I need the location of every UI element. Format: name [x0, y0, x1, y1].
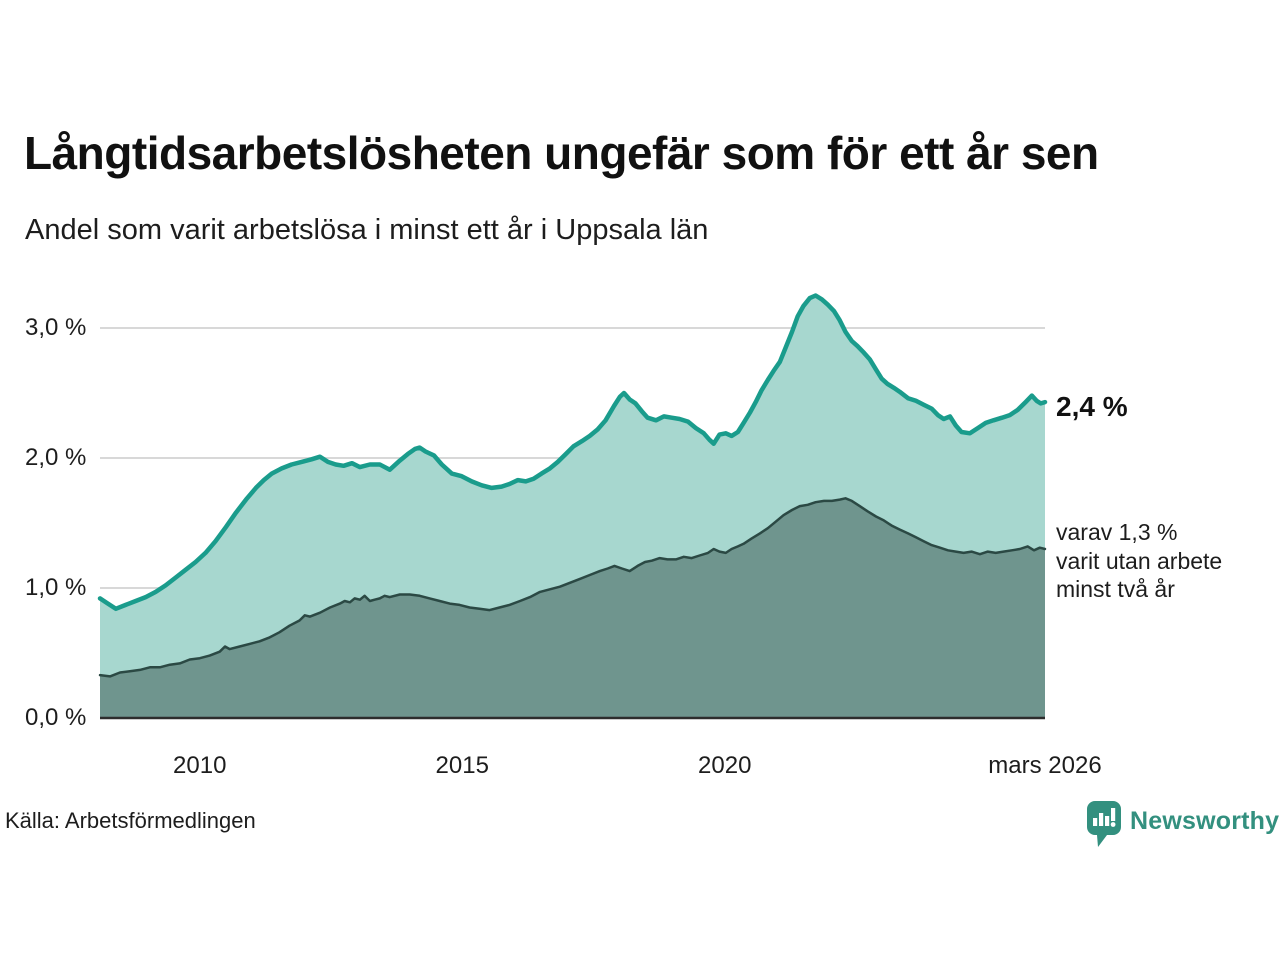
x-tick-label: 2010: [173, 752, 227, 779]
series-line-1: [98, 497, 1047, 678]
brand-lockup: Newsworthy: [1086, 800, 1279, 850]
latest-value-annotation: 2,4 %: [1056, 391, 1128, 422]
brand-name: Newsworthy: [1130, 807, 1280, 835]
series-area-1: [100, 498, 1045, 718]
source-label: Källa: Arbetsförmedlingen: [5, 808, 256, 833]
sub-annotation-line3: minst två år: [1056, 576, 1175, 602]
y-tick-label: 0,0 %: [25, 704, 87, 731]
newsworthy-logo-icon: [1087, 801, 1121, 847]
page-subtitle: Andel som varit arbetslösa i minst ett å…: [25, 214, 709, 246]
y-tick-label: 1,0 %: [25, 574, 87, 601]
x-tick-label: 2015: [435, 752, 489, 779]
sub-series-annotation: varav 1,3 % varit utan arbete minst två …: [1056, 518, 1222, 604]
sub-annotation-line2: varit utan arbete: [1056, 547, 1223, 574]
series-line-0: [97, 293, 1048, 612]
y-tick-label: 3,0 %: [25, 314, 87, 341]
x-tick-label: 2020: [698, 752, 752, 779]
sub-annotation-line1: varav 1,3 %: [1056, 519, 1178, 545]
page-title: Långtidsarbetslösheten ungefär som för e…: [24, 127, 1099, 179]
y-tick-label: 2,0 %: [25, 444, 87, 471]
x-tick-label: mars 2026: [988, 752, 1102, 779]
